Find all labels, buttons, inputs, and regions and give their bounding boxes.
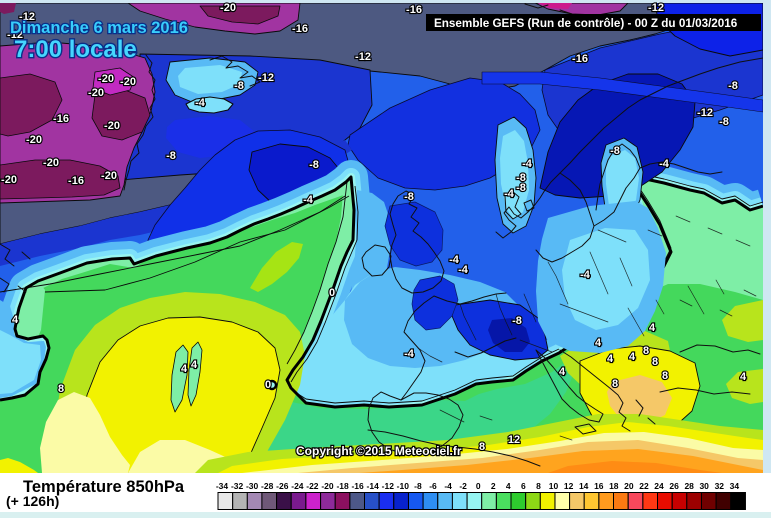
svg-text:7:00 locale: 7:00 locale [14,36,137,63]
svg-text:8: 8 [652,356,658,368]
svg-text:-4: -4 [458,264,469,276]
svg-text:0: 0 [265,379,271,391]
svg-text:32: 32 [715,481,725,491]
svg-text:20: 20 [624,481,634,491]
svg-text:-20: -20 [98,73,114,85]
svg-text:-16: -16 [572,53,588,65]
svg-text:34: 34 [730,481,740,491]
svg-text:-8: -8 [516,172,526,184]
svg-text:-4: -4 [404,348,415,360]
svg-text:Dimanche 6 mars 2016: Dimanche 6 mars 2016 [10,19,188,37]
svg-text:-4: -4 [504,188,515,200]
svg-text:-8: -8 [719,116,729,128]
svg-text:8: 8 [662,370,668,382]
svg-text:-20: -20 [120,76,136,88]
svg-text:28: 28 [684,481,694,491]
svg-text:-20: -20 [220,2,236,14]
svg-text:8: 8 [58,383,64,395]
svg-text:4: 4 [559,366,566,378]
svg-text:-22: -22 [306,481,319,491]
svg-text:-8: -8 [516,182,526,194]
svg-text:8: 8 [643,345,649,357]
svg-text:4: 4 [595,337,602,349]
svg-text:-4: -4 [444,481,452,491]
svg-text:-8: -8 [512,315,522,327]
svg-text:4: 4 [649,322,656,334]
svg-text:4: 4 [181,363,188,375]
svg-text:24: 24 [654,481,664,491]
svg-text:-12: -12 [7,29,23,41]
svg-text:-8: -8 [234,80,244,92]
svg-text:-8: -8 [166,150,176,162]
svg-text:8: 8 [479,441,485,453]
svg-text:-8: -8 [309,159,319,171]
svg-text:4: 4 [506,481,511,491]
svg-text:0: 0 [476,481,481,491]
svg-text:-20: -20 [1,174,17,186]
svg-text:30: 30 [699,481,709,491]
svg-text:4: 4 [740,371,747,383]
svg-text:26: 26 [669,481,679,491]
svg-text:4: 4 [629,351,636,363]
svg-text:(+ 126h): (+ 126h) [6,493,59,509]
svg-text:Température 850hPa: Température 850hPa [23,478,185,496]
svg-text:16: 16 [594,481,604,491]
svg-text:-8: -8 [610,145,620,157]
svg-text:2: 2 [491,481,496,491]
svg-text:Ensemble GEFS (Run de contrôl: Ensemble GEFS (Run de contrôle) - 00 Z d… [434,17,738,30]
svg-text:6: 6 [521,481,526,491]
svg-text:8: 8 [536,481,541,491]
svg-text:-12: -12 [19,11,35,23]
svg-text:-20: -20 [88,87,104,99]
svg-text:-4: -4 [522,158,533,170]
svg-text:-4: -4 [195,97,206,109]
svg-text:-16: -16 [68,175,84,187]
svg-text:-26: -26 [276,481,289,491]
svg-text:4: 4 [12,314,19,326]
svg-text:-16: -16 [406,4,422,16]
svg-text:8: 8 [612,378,618,390]
svg-text:4: 4 [607,353,614,365]
svg-text:-16: -16 [53,113,69,125]
svg-text:-10: -10 [397,481,410,491]
svg-text:4: 4 [191,359,198,371]
svg-text:-6: -6 [429,481,437,491]
svg-text:-12: -12 [697,107,713,119]
svg-text:-28: -28 [261,481,274,491]
svg-text:-16: -16 [351,481,364,491]
svg-text:-12: -12 [258,72,274,84]
svg-text:0: 0 [329,287,335,299]
svg-text:-8: -8 [414,481,422,491]
svg-text:-20: -20 [26,134,42,146]
svg-text:-8: -8 [404,191,414,203]
svg-text:-20: -20 [104,120,120,132]
svg-text:-18: -18 [336,481,349,491]
svg-text:-12: -12 [355,51,371,63]
svg-text:18: 18 [609,481,619,491]
svg-text:-2: -2 [459,481,467,491]
svg-text:-14: -14 [367,481,380,491]
svg-text:-20: -20 [43,157,59,169]
svg-text:-4: -4 [303,194,314,206]
svg-text:-24: -24 [291,481,304,491]
svg-text:-4: -4 [580,269,591,281]
svg-text:-12: -12 [648,2,664,14]
svg-text:Copyright ©2015 Meteociel.fr: Copyright ©2015 Meteociel.fr [296,444,462,458]
svg-text:-20: -20 [101,170,117,182]
svg-text:-4: -4 [449,254,460,266]
svg-text:-4: -4 [659,158,670,170]
svg-text:-32: -32 [231,481,244,491]
svg-text:14: 14 [579,481,589,491]
svg-text:22: 22 [639,481,649,491]
svg-text:-8: -8 [728,80,738,92]
svg-text:-30: -30 [246,481,259,491]
svg-text:12: 12 [564,481,574,491]
svg-text:-20: -20 [321,481,334,491]
svg-text:-12: -12 [382,481,395,491]
svg-text:12: 12 [508,434,520,446]
svg-text:10: 10 [549,481,559,491]
svg-text:-16: -16 [292,23,308,35]
svg-text:-34: -34 [216,481,229,491]
